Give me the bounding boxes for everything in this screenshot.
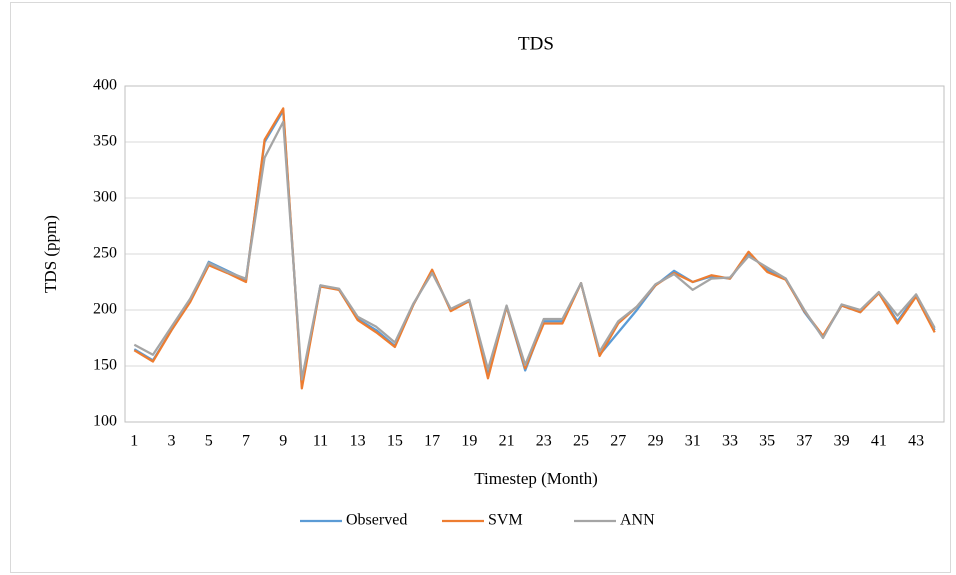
x-tick-label: 25 <box>573 433 589 450</box>
chart-border <box>10 2 951 573</box>
x-tick-label: 27 <box>610 433 626 450</box>
y-tick-label: 400 <box>93 77 117 94</box>
x-tick-label: 7 <box>242 433 250 450</box>
x-tick-label: 11 <box>313 433 328 450</box>
x-tick-label: 5 <box>205 433 213 450</box>
x-tick-label: 15 <box>387 433 403 450</box>
y-tick-label: 100 <box>93 413 117 430</box>
x-tick-label: 17 <box>424 433 440 450</box>
chart-title: TDS <box>518 33 554 54</box>
x-tick-label: 23 <box>536 433 552 450</box>
x-tick-label: 39 <box>834 433 850 450</box>
legend-label: ANN <box>620 512 655 529</box>
x-tick-label: 9 <box>279 433 287 450</box>
x-tick-label: 21 <box>499 433 515 450</box>
y-tick-label: 350 <box>93 133 117 150</box>
legend-label: Observed <box>346 512 407 529</box>
legend-label: SVM <box>488 512 523 529</box>
x-tick-label: 33 <box>722 433 738 450</box>
x-tick-label: 43 <box>908 433 924 450</box>
x-tick-label: 19 <box>461 433 477 450</box>
x-tick-label: 1 <box>130 433 138 450</box>
x-tick-label: 31 <box>685 433 701 450</box>
x-tick-label: 29 <box>647 433 663 450</box>
x-tick-label: 35 <box>759 433 775 450</box>
x-tick-label: 37 <box>796 433 812 450</box>
x-tick-label: 3 <box>168 433 176 450</box>
series-line <box>133 120 936 381</box>
y-axis-label: TDS (ppm) <box>41 215 60 293</box>
y-tick-label: 300 <box>93 189 117 206</box>
y-tick-label: 250 <box>93 245 117 262</box>
x-axis-label: Timestep (Month) <box>474 469 598 488</box>
x-tick-label: 13 <box>350 433 366 450</box>
y-tick-label: 200 <box>93 301 117 318</box>
plot-border <box>124 85 945 423</box>
y-tick-label: 150 <box>93 357 117 374</box>
x-tick-label: 41 <box>871 433 887 450</box>
